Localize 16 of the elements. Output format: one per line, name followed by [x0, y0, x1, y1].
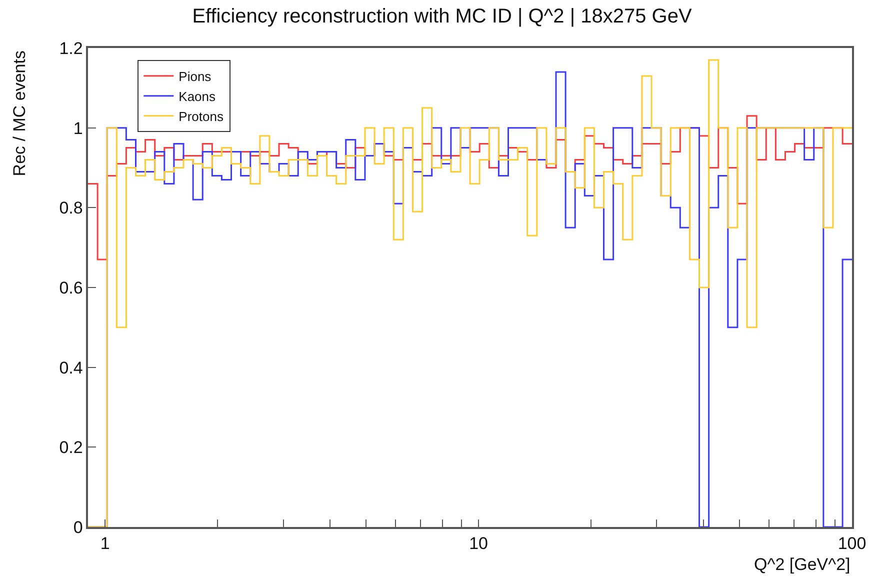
- x-tick-label: 10: [469, 534, 488, 554]
- legend-label: Kaons: [178, 88, 216, 104]
- y-tick-label: 0.8: [59, 198, 83, 218]
- legend-label: Pions: [178, 68, 212, 84]
- y-tick-label: 1: [73, 118, 83, 138]
- x-tick-label: 100: [838, 534, 866, 554]
- y-axis-title: Rec / MC events: [10, 50, 30, 176]
- x-axis-title: Q^2 [GeV^2]: [754, 555, 850, 574]
- legend-label: Protons: [178, 108, 224, 124]
- y-tick-label: 0.2: [59, 438, 83, 458]
- y-tick-label: 1.2: [59, 38, 83, 58]
- y-tick-label: 0.4: [59, 358, 83, 378]
- y-tick-label: 0: [73, 518, 83, 537]
- chart-title: Efficiency reconstruction with MC ID | Q^2 | 18x275 GeV: [192, 6, 692, 28]
- y-tick-label: 0.6: [59, 278, 83, 298]
- x-tick-label: 1: [100, 534, 110, 554]
